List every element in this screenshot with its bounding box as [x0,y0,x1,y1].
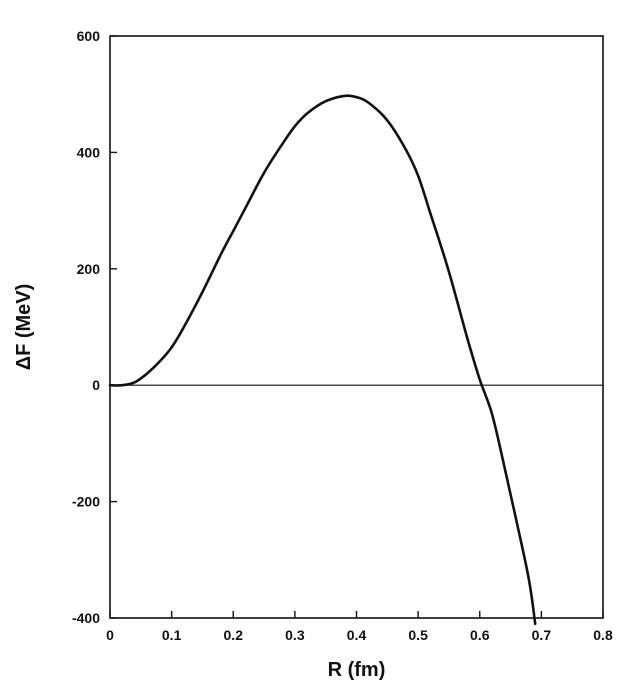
x-tick-label: 0.7 [532,627,552,643]
x-tick-label: 0.5 [408,627,428,643]
x-tick-label: 0.6 [470,627,490,643]
series-line [108,94,537,626]
y-tick-label: 400 [77,144,101,160]
y-axis-title: ΔF (MeV) [13,284,35,371]
y-tick-label: -200 [72,494,100,510]
y-tick-label: 600 [77,28,101,44]
y-tick-label: 0 [92,377,100,393]
x-tick-label: 0.4 [347,627,367,643]
x-axis-title: R (fm) [328,659,386,681]
y-tick-label: 200 [77,261,101,277]
y-tick-label: -400 [72,610,100,626]
x-tick-label: 0.2 [224,627,244,643]
x-tick-label: 0.1 [162,627,182,643]
x-tick-label: 0.3 [285,627,305,643]
x-tick-label: 0 [106,627,114,643]
x-tick-label: 0.8 [593,627,613,643]
axis-tick-labels: 0 0.1 0.2 0.3 0.4 0.5 0.6 0.7 0.8 -400 -200 0 200 400… [72,28,613,643]
